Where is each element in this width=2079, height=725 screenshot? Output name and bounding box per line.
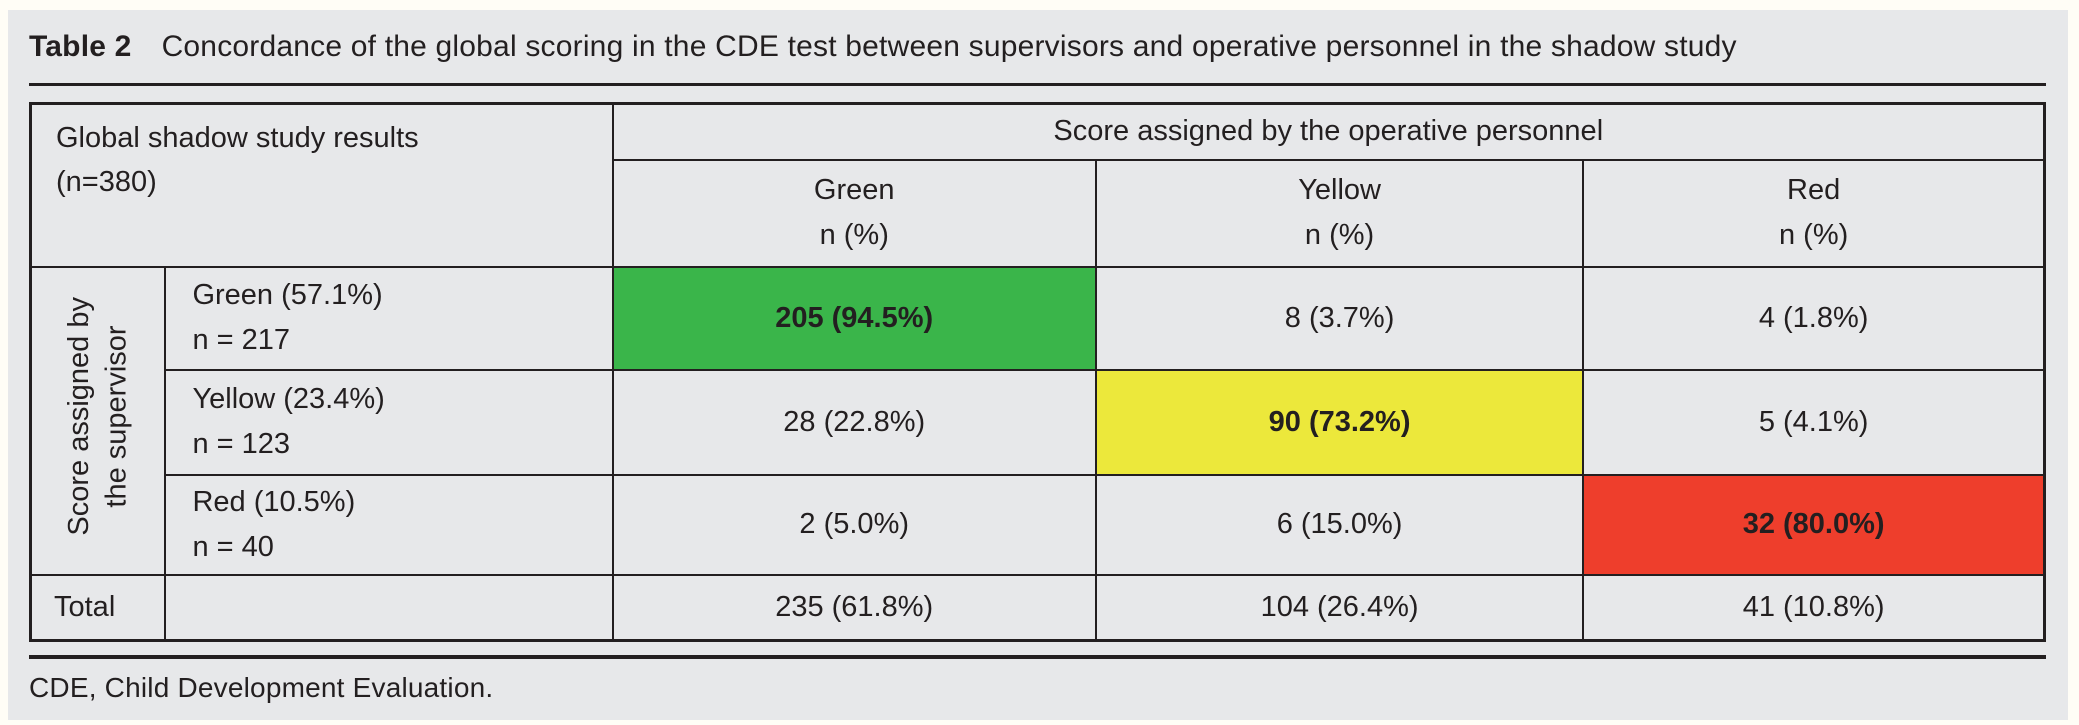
row-label-yellow-main: Yellow (23.4%) xyxy=(192,383,385,416)
table-caption: Table 2 Concordance of the global scorin… xyxy=(29,10,2046,83)
cell-green-green-concordant: 205 (94.5%) xyxy=(611,265,1097,371)
table-footnote: CDE, Child Development Evaluation. xyxy=(29,672,494,703)
column-header-yellow-sub: n (%) xyxy=(1304,219,1375,251)
table-row-red: Red (10.5%) n = 40 2 (5.0%) 6 (15.0%) 32… xyxy=(31,473,2046,576)
column-header-green-name: Green xyxy=(813,174,895,207)
cell-yellow-green: 28 (22.8%) xyxy=(611,368,1097,476)
cell-total-red: 41 (10.8%) xyxy=(1582,573,2046,642)
column-header-green: Green n (%) xyxy=(611,158,1097,268)
cell-red-yellow: 6 (15.0%) xyxy=(1094,473,1585,576)
cell-red-red-concordant: 32 (80.0%) xyxy=(1582,473,2046,576)
row-label-green-n: n = 217 xyxy=(192,324,291,356)
corner-header-line2: (n=380) xyxy=(56,165,157,198)
column-header-red-name: Red xyxy=(1787,174,1841,207)
column-header-green-sub: n (%) xyxy=(819,219,889,251)
row-group-header-line2: the supervisor xyxy=(100,325,133,508)
column-header-yellow-name: Yellow xyxy=(1298,174,1381,207)
column-header-red-sub: n (%) xyxy=(1778,219,1849,251)
cell-yellow-yellow-concordant: 90 (73.2%) xyxy=(1094,368,1585,476)
cell-red-green: 2 (5.0%) xyxy=(611,473,1097,576)
corner-header-cell: Global shadow study results (n=380) xyxy=(29,102,614,268)
table-wrapper: Global shadow study results (n=380) Scor… xyxy=(29,102,2046,642)
table-row-total: Total 235 (61.8%) 104 (26.4%) 41 (10.8%) xyxy=(29,573,2046,642)
cell-total-yellow: 104 (26.4%) xyxy=(1094,573,1585,642)
table-row-yellow: Yellow (23.4%) n = 123 28 (22.8%) 90 (73… xyxy=(31,368,2046,476)
row-label-green-main: Green (57.1%) xyxy=(192,279,383,312)
row-group-header-line1: Score assigned by xyxy=(62,297,95,536)
column-header-red: Red n (%) xyxy=(1582,158,2046,268)
table-number-label: Table 2 xyxy=(29,29,132,63)
row-group-header-cell: Score assigned by the supervisor xyxy=(29,265,167,576)
concordance-table: Global shadow study results (n=380) Scor… xyxy=(29,102,2046,642)
header-row-columns: Green n (%) Yellow n (%) Red n (%) xyxy=(31,158,2046,268)
table-row-green: Score assigned by the supervisor Green (… xyxy=(29,265,2046,576)
row-label-yellow: Yellow (23.4%) n = 123 xyxy=(164,368,614,476)
bottom-rule xyxy=(29,655,2046,659)
cell-green-yellow: 8 (3.7%) xyxy=(1094,265,1585,371)
column-group-header-cell: Score assigned by the operative personne… xyxy=(611,102,2046,161)
header-row-group: Global shadow study results (n=380) Scor… xyxy=(29,102,2046,268)
row-label-red-main: Red (10.5%) xyxy=(192,485,356,518)
row-label-red-n: n = 40 xyxy=(192,530,274,563)
corner-header-line1: Global shadow study results xyxy=(56,122,419,154)
row-label-green: Green (57.1%) n = 217 xyxy=(164,265,614,371)
cell-green-red: 4 (1.8%) xyxy=(1582,265,2046,371)
cell-yellow-red: 5 (4.1%) xyxy=(1582,368,2046,476)
row-label-red: Red (10.5%) n = 40 xyxy=(164,473,614,576)
cell-total-green: 235 (61.8%) xyxy=(611,573,1097,642)
total-row-label: Total xyxy=(29,573,167,642)
table-caption-text: Concordance of the global scoring in the… xyxy=(161,29,1737,63)
row-label-yellow-n: n = 123 xyxy=(192,428,291,460)
column-header-yellow: Yellow n (%) xyxy=(1094,158,1585,268)
table-figure: Table 2 Concordance of the global scorin… xyxy=(8,10,2068,720)
top-rule xyxy=(29,83,2046,86)
total-row-empty-cell xyxy=(164,573,614,642)
row-group-header-rotated-label: Score assigned by the supervisor xyxy=(61,297,136,536)
